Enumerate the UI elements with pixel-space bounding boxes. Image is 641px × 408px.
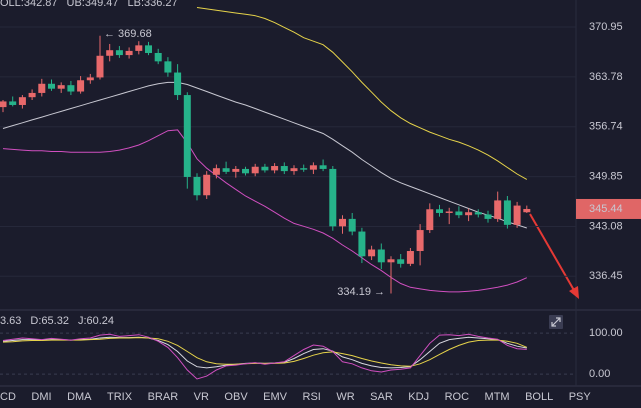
indicator-tab[interactable]: DMI <box>31 391 51 403</box>
candle-body <box>242 168 249 174</box>
legend-text: UB:349.47 <box>67 0 119 9</box>
legend-text: OLL:342.87 <box>0 0 58 9</box>
y-tick-label: 336.45 <box>589 270 623 282</box>
indicator-line <box>2 81 527 229</box>
y-tick-label: 343.08 <box>589 220 623 232</box>
candle-body <box>271 166 279 171</box>
y-tick-label: 100.00 <box>589 327 623 339</box>
last-price-label: 345.44 <box>589 203 623 215</box>
candle-body <box>406 251 414 264</box>
candle-body <box>18 97 26 105</box>
y-tick-label: 363.78 <box>589 71 623 83</box>
candle-body <box>86 77 94 81</box>
candle-body <box>397 259 405 264</box>
candle-body <box>9 101 17 105</box>
last-price-box <box>576 198 641 219</box>
legend-text: 3.63 <box>0 315 21 327</box>
y-tick-label: 370.95 <box>589 21 623 33</box>
indicator-tab[interactable]: EMV <box>263 391 288 403</box>
annotation: 334.19 → <box>337 286 385 298</box>
legend-text: J:60.24 <box>78 315 114 327</box>
candle-body <box>57 85 65 89</box>
y-tick-label: 0.00 <box>589 368 610 380</box>
candle-body <box>154 52 162 62</box>
indicator-tab[interactable]: ROC <box>445 391 470 403</box>
y-tick-label: 356.74 <box>589 121 623 133</box>
expand-icon[interactable] <box>549 315 563 329</box>
indicator-tab[interactable]: MTM <box>485 391 510 403</box>
candle-body <box>290 168 298 172</box>
legend-text: D:65.32 <box>30 315 69 327</box>
candle-body <box>77 80 85 92</box>
candle-body <box>319 165 327 169</box>
red-arrow <box>529 213 579 299</box>
candle-body <box>484 214 492 219</box>
indicator-tab[interactable]: CD <box>0 391 16 403</box>
indicator-line <box>196 7 528 180</box>
candle-body <box>145 45 152 53</box>
candle-body <box>523 208 531 213</box>
candle-body <box>212 168 220 175</box>
candle-body <box>445 211 453 213</box>
annotation: ← 369.68 <box>104 28 152 40</box>
candle-body <box>358 231 366 257</box>
candle-body <box>115 50 123 56</box>
candle-body <box>251 166 259 174</box>
candle-body <box>28 92 36 98</box>
indicator-tab[interactable]: BOLL <box>525 391 553 403</box>
legend-text: LB:336.27 <box>127 0 177 9</box>
candle-body <box>416 230 424 252</box>
indicator-tab[interactable]: BRAR <box>148 391 179 403</box>
candle-body <box>193 176 201 196</box>
candle-body <box>465 212 473 216</box>
candle-body <box>280 166 288 172</box>
candle-body <box>106 50 114 56</box>
indicator-tab[interactable]: VR <box>194 391 209 403</box>
indicator-tab[interactable]: DMA <box>67 391 92 403</box>
candle-body <box>474 212 482 215</box>
y-tick-label: 349.85 <box>589 170 623 182</box>
candle-body <box>377 249 385 263</box>
candle-body <box>387 259 395 263</box>
indicator-line <box>2 333 527 380</box>
indicator-line <box>2 129 528 293</box>
indicator-tab[interactable]: KDJ <box>408 391 429 403</box>
candle-body <box>426 209 434 231</box>
candle-body <box>135 45 143 51</box>
candle-body <box>300 168 308 170</box>
indicator-tab[interactable]: PSY <box>569 391 592 403</box>
candle-body <box>0 101 7 108</box>
candle-body <box>174 72 182 96</box>
indicator-tab[interactable]: SAR <box>370 391 393 403</box>
candle-body <box>503 200 511 225</box>
candle-body <box>125 50 133 56</box>
candle-body <box>48 83 55 89</box>
candle-body <box>183 95 191 177</box>
candle-body <box>339 218 346 227</box>
candle-body <box>164 61 172 73</box>
indicator-tab[interactable]: TRIX <box>107 391 133 403</box>
candle-body <box>436 209 443 213</box>
candle-body <box>222 168 230 172</box>
indicator-tab[interactable]: RSI <box>303 391 321 403</box>
candle-body <box>38 83 46 93</box>
indicator-tab[interactable]: OBV <box>224 391 248 403</box>
candle-body <box>329 168 337 227</box>
candle-body <box>261 166 269 171</box>
candle-body <box>368 249 376 257</box>
indicator-line <box>2 337 527 367</box>
candle-body <box>494 200 502 219</box>
candle-body <box>96 55 104 78</box>
candle-body <box>348 218 356 232</box>
candle-body <box>232 168 240 172</box>
candle-body <box>309 165 317 170</box>
candle-body <box>455 211 463 216</box>
candle-body <box>203 174 211 196</box>
indicator-tab[interactable]: WR <box>336 391 354 403</box>
candle-body <box>513 205 521 225</box>
candle-body <box>67 85 75 92</box>
